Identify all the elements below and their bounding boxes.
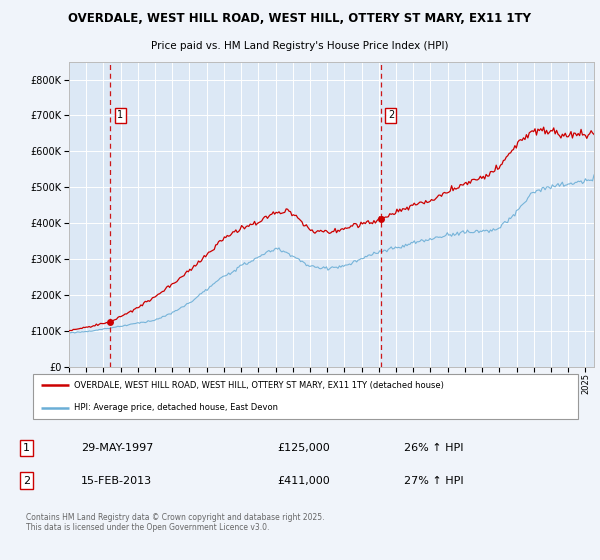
Text: £125,000: £125,000 [277, 443, 330, 453]
Text: 26% ↑ HPI: 26% ↑ HPI [404, 443, 463, 453]
Text: 29-MAY-1997: 29-MAY-1997 [81, 443, 154, 453]
Text: 27% ↑ HPI: 27% ↑ HPI [404, 476, 463, 486]
Text: Price paid vs. HM Land Registry's House Price Index (HPI): Price paid vs. HM Land Registry's House … [151, 41, 449, 52]
Text: 15-FEB-2013: 15-FEB-2013 [81, 476, 152, 486]
Text: 2: 2 [388, 110, 394, 120]
Text: Contains HM Land Registry data © Crown copyright and database right 2025.
This d: Contains HM Land Registry data © Crown c… [26, 512, 325, 532]
Text: 1: 1 [23, 443, 30, 453]
Text: HPI: Average price, detached house, East Devon: HPI: Average price, detached house, East… [74, 403, 278, 412]
Text: 1: 1 [118, 110, 124, 120]
Text: £411,000: £411,000 [277, 476, 330, 486]
Text: 2: 2 [23, 476, 30, 486]
FancyBboxPatch shape [33, 374, 578, 419]
Text: OVERDALE, WEST HILL ROAD, WEST HILL, OTTERY ST MARY, EX11 1TY: OVERDALE, WEST HILL ROAD, WEST HILL, OTT… [68, 12, 532, 25]
Text: OVERDALE, WEST HILL ROAD, WEST HILL, OTTERY ST MARY, EX11 1TY (detached house): OVERDALE, WEST HILL ROAD, WEST HILL, OTT… [74, 381, 444, 390]
